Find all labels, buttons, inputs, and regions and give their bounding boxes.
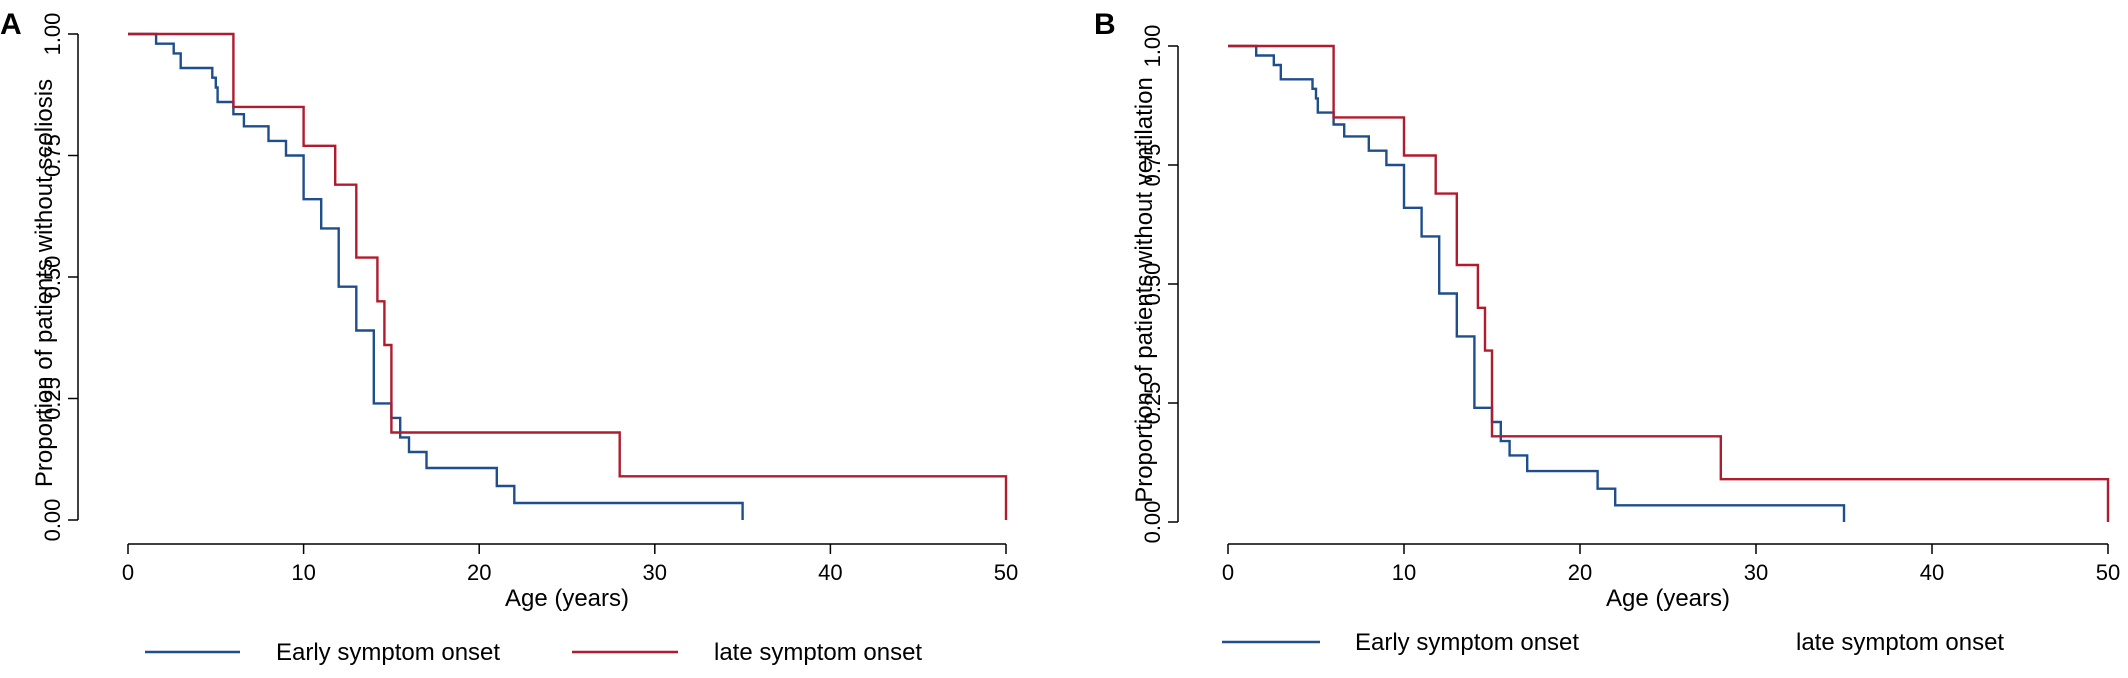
y-tick-label: 0.25 <box>1140 382 1165 425</box>
y-tick-label: 0.50 <box>1140 263 1165 306</box>
x-axis-label: Age (years) <box>1606 585 1730 612</box>
series-line-late-symptom-onset <box>1228 44 2110 522</box>
y-tick-label: 0.25 <box>40 377 65 420</box>
x-tick-label: 30 <box>643 560 667 585</box>
x-tick-label: 0 <box>122 560 134 585</box>
panel-a: A 0.00 0.25 0.50 0.75 1.00 0 10 20 30 40 50 Age (yea… <box>0 8 1018 666</box>
panels: A 0.00 0.25 0.50 0.75 1.00 0 10 20 30 40 50 Age (yea… <box>0 8 2120 666</box>
panel-label: B <box>1094 8 1116 41</box>
legend-label: late symptom onset <box>1796 629 2004 656</box>
x-tick-label: 40 <box>818 560 842 585</box>
y-tick-label: 0.50 <box>40 256 65 299</box>
y-tick-label: 0.75 <box>40 134 65 177</box>
y-tick-label: 1.00 <box>1140 25 1165 68</box>
panel-label: A <box>0 8 22 41</box>
x-tick-label: 10 <box>291 560 315 585</box>
x-tick-label: 10 <box>1392 560 1416 585</box>
y-tick-label: 1.00 <box>40 13 65 56</box>
y-tick-label: 0.75 <box>1140 144 1165 187</box>
x-axis-label: Age (years) <box>505 585 629 612</box>
x-tick-label: 20 <box>1568 560 1592 585</box>
x-tick-label: 50 <box>994 560 1018 585</box>
y-tick-label: 0.00 <box>40 499 65 542</box>
x-tick-label: 20 <box>467 560 491 585</box>
x-tick-label: 0 <box>1222 560 1234 585</box>
legend-label: Early symptom onset <box>1355 629 1579 656</box>
series-line-early-symptom-onset <box>1228 44 1846 522</box>
y-tick-label: 0.00 <box>1140 501 1165 544</box>
y-axis-label: Proportion of patients without scoliosis <box>31 79 58 487</box>
x-tick-label: 30 <box>1744 560 1768 585</box>
legend-label: late symptom onset <box>714 639 922 666</box>
x-tick-label: 50 <box>2096 560 2120 585</box>
panel-b: B 0.00 0.25 0.50 0.75 1.00 0 10 20 30 40 50 Age (yea… <box>1094 8 2120 656</box>
legend-label: Early symptom onset <box>276 639 500 666</box>
x-tick-label: 40 <box>1920 560 1944 585</box>
series-line-early-symptom-onset <box>128 32 744 520</box>
y-axis-label: Proportion of patients without ventilati… <box>1131 77 1158 503</box>
series-line-late-symptom-onset <box>128 32 1008 520</box>
